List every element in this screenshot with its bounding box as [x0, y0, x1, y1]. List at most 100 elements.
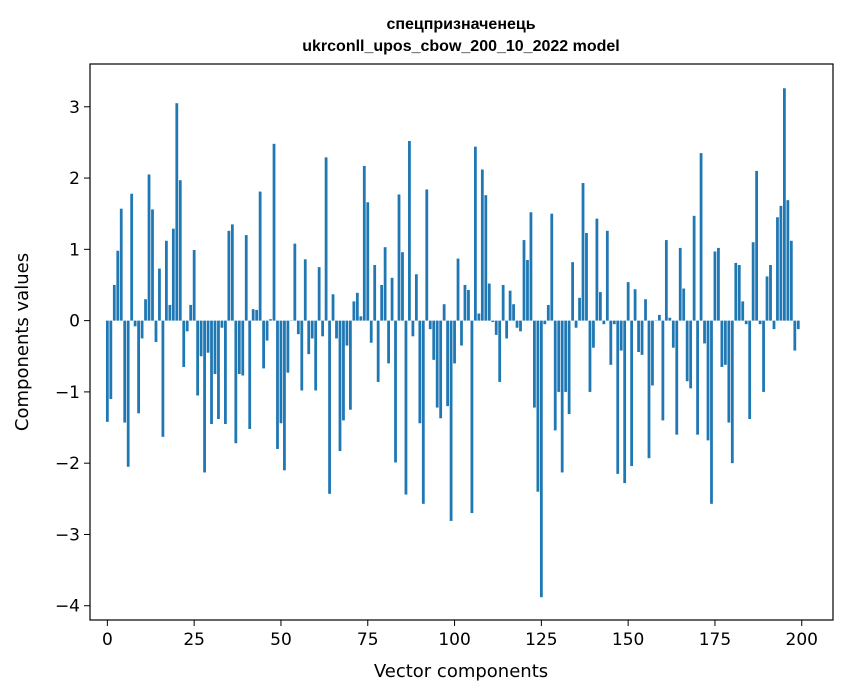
bar — [675, 320, 679, 435]
bar — [338, 320, 342, 452]
bar — [692, 215, 696, 321]
bar — [130, 193, 134, 321]
bar — [251, 309, 255, 321]
bar — [112, 284, 116, 321]
bar — [543, 320, 547, 325]
y-tick-label: 1 — [69, 240, 80, 260]
bar — [408, 140, 411, 321]
bar — [237, 320, 241, 375]
bar — [460, 320, 463, 346]
chart-title: спецпризначенець — [386, 16, 535, 33]
y-tick-label: −2 — [55, 454, 80, 474]
bar — [546, 304, 550, 321]
x-tick-label: 100 — [438, 630, 470, 650]
x-tick-label: 125 — [525, 630, 557, 650]
bar — [769, 265, 772, 321]
bar — [748, 320, 752, 419]
bar — [411, 320, 415, 337]
bar — [682, 288, 686, 321]
bar — [272, 143, 276, 321]
bar — [404, 320, 408, 495]
y-tick-label: 3 — [69, 98, 80, 118]
bar — [154, 320, 158, 342]
bar — [491, 320, 495, 323]
bar — [713, 251, 717, 321]
bar — [519, 320, 522, 332]
bar — [355, 292, 359, 321]
bar — [414, 274, 418, 321]
bar — [467, 289, 470, 321]
bar — [595, 218, 599, 321]
bar — [168, 304, 172, 321]
bar — [633, 289, 637, 321]
bar — [140, 320, 144, 339]
y-tick-label: 0 — [69, 312, 80, 332]
bar — [487, 283, 491, 321]
bar — [161, 320, 165, 437]
bar — [588, 320, 592, 392]
bar — [578, 297, 581, 321]
bar — [397, 194, 401, 321]
bar — [755, 170, 759, 321]
bar — [484, 195, 488, 321]
bar — [310, 320, 314, 339]
bar — [265, 320, 269, 341]
bar — [418, 320, 422, 424]
bar — [661, 320, 665, 421]
bar — [647, 320, 651, 459]
bar — [529, 212, 533, 321]
bar — [269, 319, 272, 321]
bar — [741, 301, 745, 321]
bar — [564, 320, 568, 392]
bar — [508, 290, 512, 321]
bar — [220, 320, 224, 328]
x-tick-label: 175 — [699, 630, 731, 650]
bar — [331, 294, 335, 321]
bar — [786, 200, 790, 321]
bar — [668, 317, 672, 321]
bar — [699, 153, 703, 321]
bars-group — [105, 88, 800, 598]
bar — [536, 320, 540, 492]
bar — [710, 320, 713, 504]
bar — [432, 320, 436, 360]
bar — [401, 252, 404, 321]
bar — [342, 320, 345, 421]
bar — [185, 320, 189, 332]
bar — [425, 189, 429, 321]
bar — [776, 217, 779, 321]
y-axis-label: Components values — [12, 253, 33, 431]
bar — [178, 180, 182, 321]
bar — [126, 320, 130, 467]
bar — [387, 320, 390, 364]
bar — [123, 320, 127, 423]
x-tick-label: 0 — [102, 630, 113, 650]
bar — [428, 320, 432, 330]
bar — [626, 282, 630, 321]
bar — [262, 320, 265, 369]
bar — [213, 320, 217, 375]
bar — [678, 247, 682, 321]
bar — [533, 320, 536, 408]
bar — [689, 320, 693, 389]
bar — [658, 314, 661, 321]
bar — [772, 320, 776, 330]
bar — [474, 146, 477, 321]
bar — [696, 320, 699, 435]
bar — [349, 320, 352, 410]
bar — [307, 320, 311, 355]
y-tick-label: −4 — [55, 597, 80, 617]
bar — [453, 320, 456, 364]
bar — [758, 320, 762, 325]
bar — [189, 304, 193, 321]
bar — [505, 320, 509, 339]
bar — [324, 157, 328, 321]
bar — [366, 202, 370, 321]
bar — [512, 304, 515, 321]
bar — [133, 320, 137, 327]
bar — [109, 320, 113, 400]
bar — [421, 320, 425, 504]
bar — [706, 320, 710, 441]
bar — [640, 320, 644, 355]
